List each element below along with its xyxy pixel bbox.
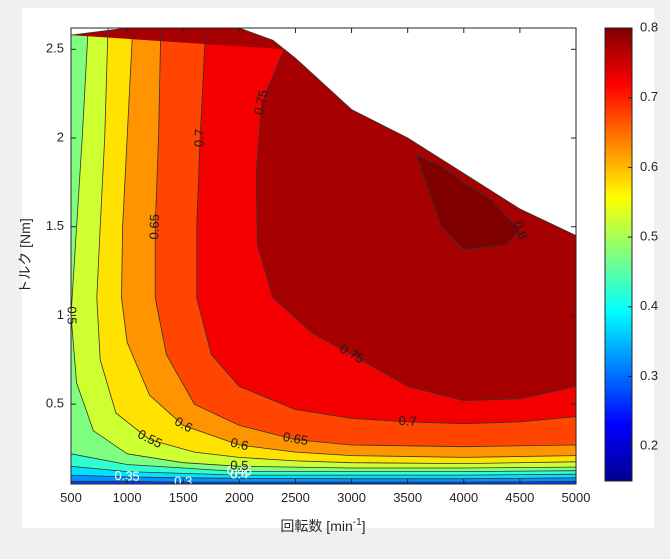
colorbar-tick-label: 0.8 [640,19,658,34]
colorbar-tick-label: 0.4 [640,298,658,313]
contour-label-0.7: 0.7 [191,129,207,148]
contour-line-0.4 [71,465,576,476]
y-tick-label: 1.5 [46,218,64,233]
contour-line-0.75 [255,49,576,402]
x-tick-label: 3000 [337,490,366,505]
x-tick-label: 500 [60,490,82,505]
colorbar-tick-label: 0.7 [640,89,658,104]
y-tick-label: 0.5 [46,396,64,411]
region-above-0.75 [71,28,576,401]
contour-line-0.65 [154,28,576,448]
x-axis-ticks: 500 1000 1500 2000 2500 3000 3500 4000 4500 5000 [60,28,590,505]
x-tick-label: 1500 [169,490,198,505]
colorbar-tick-label: 0.6 [640,159,658,174]
colorbar-tick-label: 0.5 [640,229,658,244]
colorbar-ticks: 0.2 0.3 0.4 0.5 0.6 0.7 0.8 [628,19,658,453]
y-tick-label: 2 [57,129,64,144]
contour-line-0.35 [71,474,576,480]
y-axis-label: トルク [Nm] [17,218,33,293]
x-tick-label: 1000 [113,490,142,505]
contour-fills [71,28,576,484]
contour-labels: 0.30.35 0.40.450.50.50.550.60.60.650.650.… [65,88,531,488]
x-tick-label: 2000 [225,490,254,505]
contour-label-0.5: 0.5 [230,457,249,473]
contour-label-0.45: 0.45 [227,463,253,479]
contour-label-0.65: 0.65 [146,214,162,240]
region-above-0.8 [416,155,520,250]
x-tick-label: 4500 [505,490,534,505]
contour-label-0.75: 0.75 [251,88,271,116]
contour-label-0.8: 0.8 [511,219,531,241]
contour-line-0.45 [71,453,576,472]
colorbar-tick-label: 0.2 [640,438,658,453]
outside-envelope [71,28,576,236]
x-tick-label: 5000 [562,490,591,505]
y-tick-label: 2.5 [46,41,64,56]
x-tick-label: 3500 [393,490,422,505]
contour-line-0.55 [96,28,576,465]
contour-line-0.7 [196,28,576,425]
colorbar-tick-label: 0.3 [640,368,658,383]
y-tick-label: 1 [57,307,64,322]
contour-label-0.6: 0.6 [229,435,250,454]
contour-label-0.65: 0.65 [282,429,310,448]
x-tick-label: 4000 [449,490,478,505]
x-axis-label: 回転数 [min-1] [280,517,365,534]
contour-line-0.5 [71,35,576,469]
contour-label-0.7: 0.7 [398,413,417,429]
x-tick-label: 2500 [281,490,310,505]
contour-label-0.4: 0.4 [230,466,248,481]
contour-label-0.35: 0.35 [114,468,140,484]
plot-frame [70,27,577,485]
contour-line-0.6 [121,28,576,458]
max-torque-curve [71,28,576,236]
contour-line-0.8 [415,155,521,251]
colorbar [604,27,633,482]
y-axis-ticks: 0.5 1 1.5 2 2.5 [46,41,576,411]
